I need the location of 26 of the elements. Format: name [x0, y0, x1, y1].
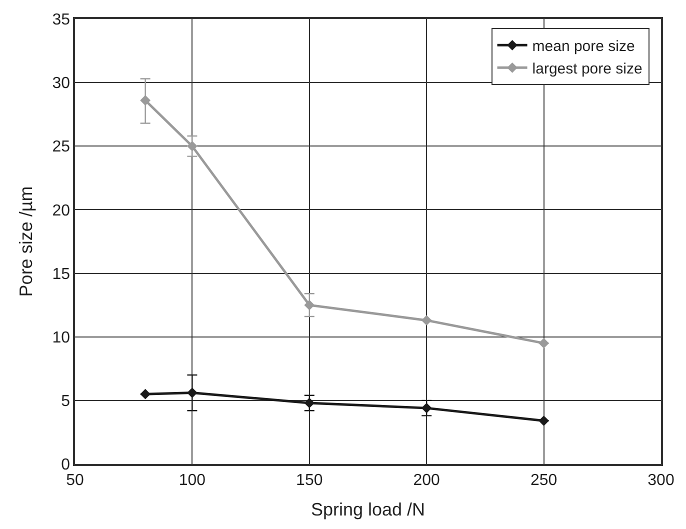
x-tick-label: 100: [178, 472, 206, 489]
point: [187, 388, 198, 398]
x-tick-label: 50: [66, 472, 84, 489]
point: [421, 315, 432, 326]
y-axis-title: Pore size /µm: [16, 186, 36, 297]
point: [140, 388, 151, 400]
y-tick-label: 20: [52, 202, 70, 220]
x-tick-label: 300: [648, 472, 674, 489]
x-tick-label: 200: [413, 472, 440, 489]
x-tick-label: 250: [530, 472, 558, 489]
y-tick-label: 0: [61, 456, 70, 474]
y-tick-label: 35: [52, 12, 70, 29]
y-tick-label: 5: [61, 393, 70, 410]
point: [304, 300, 315, 310]
y-tick-label: 30: [52, 75, 70, 92]
legend-label: largest pore size: [532, 60, 642, 78]
point: [538, 338, 549, 348]
point: [538, 416, 549, 426]
y-tick-label: 25: [52, 138, 70, 156]
y-tick-label: 10: [52, 329, 70, 346]
x-axis-title: Spring load /N: [310, 500, 426, 520]
point: [140, 95, 151, 106]
y-tick-label: 15: [52, 266, 70, 283]
x-tick-label: 150: [296, 472, 323, 489]
legend-label: mean pore size: [532, 38, 635, 55]
point: [187, 140, 198, 152]
